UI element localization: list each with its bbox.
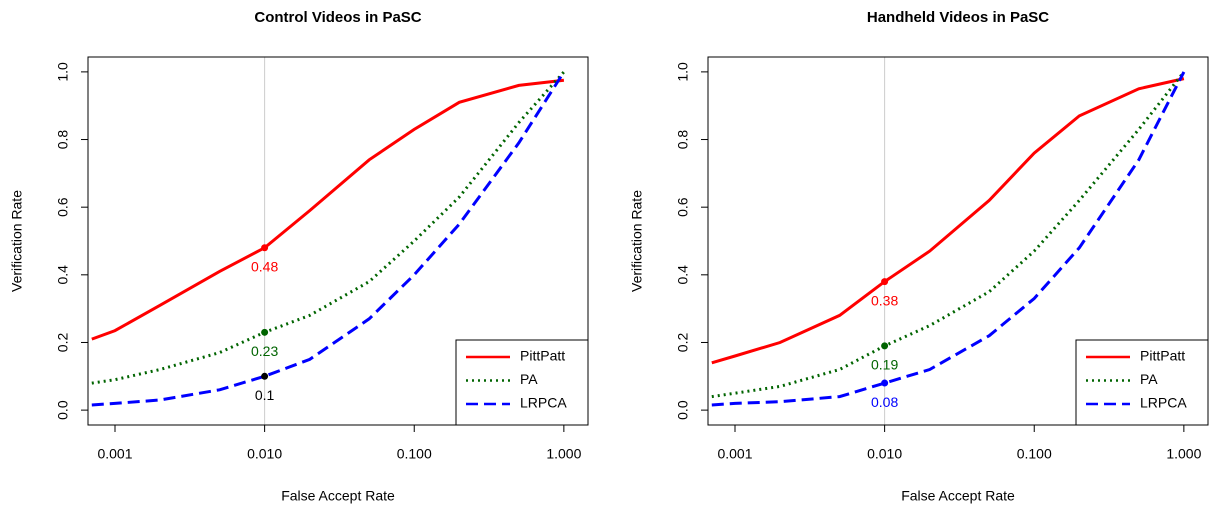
annotation-point (881, 278, 889, 286)
series-line (91, 71, 566, 407)
y-tick-label: 1.0 (55, 62, 71, 82)
y-tick-label: 0.2 (675, 333, 691, 353)
x-axis-label: False Accept Rate (901, 488, 1015, 504)
annotation-point (261, 244, 269, 252)
legend-label: PittPatt (520, 348, 565, 364)
x-tick-label: 1.000 (1166, 446, 1201, 462)
y-tick-label: 0.6 (675, 197, 691, 217)
series-line (711, 77, 1185, 365)
y-axis-label: Verification Rate (9, 190, 25, 292)
y-tick-label: 0.8 (675, 130, 691, 150)
y-tick-label: 0.0 (675, 400, 691, 420)
x-tick-label: 0.100 (397, 446, 432, 462)
plot-frame (707, 56, 1209, 426)
y-axis-label: Verification Rate (629, 190, 645, 292)
x-tick-label: 1.000 (546, 446, 581, 462)
annotation-label: 0.19 (871, 357, 898, 373)
y-tick-label: 0.2 (55, 333, 71, 353)
annotation-label: 0.08 (871, 394, 898, 410)
y-tick-label: 0.6 (55, 197, 71, 217)
annotation-point (881, 342, 889, 350)
annotation-label: 0.23 (251, 343, 278, 359)
x-axis-label: False Accept Rate (281, 488, 395, 504)
y-tick-label: 0.8 (55, 130, 71, 150)
legend-box (455, 339, 589, 426)
x-tick-label: 0.010 (867, 446, 902, 462)
series-line (711, 71, 1186, 407)
chart-panel: Control Videos in PaSC False Accept Rate V… (9, 9, 589, 504)
annotation-point (261, 328, 269, 336)
legend-label: LRPCA (1140, 395, 1187, 411)
y-tick-label: 0.4 (55, 265, 71, 285)
annotation-point (881, 379, 889, 387)
y-tick-label: 0.0 (55, 400, 71, 420)
annotation-label: 0.38 (871, 292, 898, 308)
series-line (91, 70, 566, 385)
chart-title: Handheld Videos in PaSC (867, 9, 1049, 26)
chart-title: Control Videos in PaSC (254, 9, 421, 26)
x-tick-label: 0.001 (717, 446, 752, 462)
legend-box (1075, 339, 1209, 426)
legend-label: PA (1140, 371, 1158, 387)
plot-frame (87, 56, 589, 426)
y-tick-label: 1.0 (675, 62, 691, 82)
annotation-label: 0.48 (251, 258, 278, 274)
x-tick-label: 0.001 (97, 446, 132, 462)
annotation-point (261, 372, 269, 380)
y-tick-label: 0.4 (675, 265, 691, 285)
x-tick-label: 0.010 (247, 446, 282, 462)
x-tick-label: 0.100 (1017, 446, 1052, 462)
series-line (91, 78, 565, 341)
legend-label: PA (520, 371, 538, 387)
annotation-label: 0.1 (255, 387, 275, 403)
legend-label: PittPatt (1140, 348, 1185, 364)
legend-label: LRPCA (520, 395, 567, 411)
chart-panel: Handheld Videos in PaSC False Accept Rate… (629, 9, 1209, 504)
